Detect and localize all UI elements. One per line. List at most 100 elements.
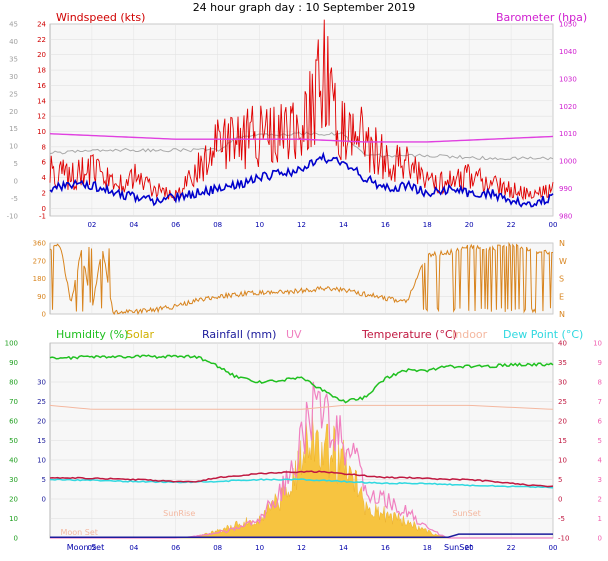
uv-tick-label: 10 bbox=[593, 340, 602, 348]
uv-tick-label: 4 bbox=[598, 457, 603, 465]
windspeed-series bbox=[49, 19, 554, 208]
temperature-tick-label: 25 bbox=[558, 398, 567, 406]
outer-tick-label: 5 bbox=[14, 160, 18, 168]
compass-label: N bbox=[559, 310, 565, 319]
outer-tick-label: 10 bbox=[9, 143, 18, 151]
windspeed-tick-label: 6 bbox=[42, 159, 47, 167]
page-title: 24 hour graph day : 10 September 2019 bbox=[193, 1, 416, 14]
outer-tick-label: 20 bbox=[9, 108, 18, 116]
hour-tick-label: 12 bbox=[297, 544, 306, 552]
uv-tick-label: 2 bbox=[598, 496, 602, 504]
barometer-tick-label: 1030 bbox=[559, 75, 577, 83]
legend-item: Rainfall (mm) bbox=[202, 328, 276, 341]
hour-tick-label: 00 bbox=[549, 221, 558, 229]
humidity-tick-label: 90 bbox=[9, 359, 18, 367]
rainfall-series bbox=[50, 533, 553, 538]
windspeed-tick-label: -1 bbox=[39, 213, 46, 221]
rainfall-tick-label: 30 bbox=[37, 379, 46, 387]
outer-tick-label: 35 bbox=[9, 55, 18, 63]
uv-tick-label: 9 bbox=[598, 359, 602, 367]
hour-tick-label: 16 bbox=[381, 544, 390, 552]
temperature-tick-label: -5 bbox=[558, 515, 565, 523]
climate-ticks: -10-505101520253035400102030405060708090… bbox=[5, 340, 603, 553]
sunset-axis-label: SunSet bbox=[444, 543, 472, 552]
windspeed-tick-label: 12 bbox=[37, 113, 46, 121]
windspeed-tick-label: 14 bbox=[37, 97, 46, 105]
outer-tick-label: 45 bbox=[9, 21, 18, 29]
temperature-tick-label: -10 bbox=[558, 535, 569, 543]
rainfall-tick-label: 0 bbox=[42, 496, 46, 504]
direction-tick-label: 90 bbox=[37, 293, 46, 301]
temperature-tick-label: 5 bbox=[558, 476, 562, 484]
uv-tick-label: 8 bbox=[598, 379, 602, 387]
rainfall-tick-label: 15 bbox=[37, 437, 46, 445]
temperature-series bbox=[49, 470, 554, 488]
indoor-temp-series bbox=[49, 404, 554, 410]
legend-item: Temperature (°C) bbox=[361, 328, 457, 341]
temperature-tick-label: 10 bbox=[558, 457, 567, 465]
windspeed-axis-label: Windspeed (kts) bbox=[56, 11, 145, 24]
temperature-tick-label: 20 bbox=[558, 418, 567, 426]
moonset-label: Moon Set bbox=[60, 528, 97, 537]
windspeed-tick-label: 8 bbox=[42, 143, 46, 151]
hour-tick-label: 02 bbox=[87, 221, 96, 229]
temperature-tick-label: 40 bbox=[558, 340, 567, 348]
windspeed-tick-label: 4 bbox=[42, 174, 47, 182]
hour-tick-label: 22 bbox=[507, 221, 516, 229]
legend-item: Indoor bbox=[452, 328, 488, 341]
sunset-label: SunSet bbox=[452, 509, 480, 518]
sunrise-label: SunRise bbox=[163, 509, 195, 518]
temperature-tick-label: 30 bbox=[558, 379, 567, 387]
uv-tick-label: 0 bbox=[598, 535, 602, 543]
hour-tick-label: 08 bbox=[213, 221, 222, 229]
humidity-tick-label: 0 bbox=[14, 535, 18, 543]
barometer-tick-label: 1040 bbox=[559, 48, 577, 56]
hour-tick-label: 04 bbox=[129, 544, 138, 552]
hour-tick-label: 12 bbox=[297, 221, 306, 229]
uv-tick-label: 3 bbox=[598, 476, 602, 484]
hour-tick-label: 04 bbox=[129, 221, 138, 229]
average-series bbox=[49, 151, 554, 208]
climate-series: Moon Set Moon Set SunRise SunSet SunSet bbox=[49, 354, 554, 552]
hour-tick-label: 18 bbox=[423, 544, 432, 552]
indoor-series bbox=[49, 131, 554, 161]
barometer-series bbox=[49, 133, 554, 143]
legend-item: Dew Point (°C) bbox=[503, 328, 583, 341]
hour-tick-label: 20 bbox=[465, 544, 474, 552]
temperature-tick-label: 35 bbox=[558, 359, 567, 367]
windspeed-tick-label: 10 bbox=[37, 128, 46, 136]
hour-tick-label: 06 bbox=[171, 221, 180, 229]
windspeed-tick-label: 18 bbox=[37, 67, 46, 75]
legend-item: Solar bbox=[126, 328, 155, 341]
windspeed-tick-label: 16 bbox=[37, 82, 46, 90]
humidity-tick-label: 30 bbox=[9, 476, 18, 484]
hour-tick-label: 14 bbox=[339, 221, 348, 229]
hour-tick-label: 10 bbox=[255, 544, 264, 552]
hour-tick-label: 16 bbox=[381, 221, 390, 229]
compass-label: E bbox=[559, 292, 564, 301]
windspeed-tick-label: 0 bbox=[42, 205, 46, 213]
humidity-series bbox=[49, 354, 554, 404]
direction-tick-label: 0 bbox=[42, 311, 46, 319]
outer-tick-label: -10 bbox=[7, 213, 18, 221]
windspeed-tick-label: 22 bbox=[37, 36, 46, 44]
barometer-tick-label: 1020 bbox=[559, 103, 577, 111]
barometer-tick-label: 990 bbox=[559, 185, 572, 193]
hour-tick-label: 02 bbox=[87, 544, 96, 552]
outer-tick-label: 30 bbox=[9, 73, 18, 81]
hour-tick-label: 08 bbox=[213, 544, 222, 552]
legend-item: Humidity (%) bbox=[56, 328, 128, 341]
compass-label: W bbox=[559, 257, 567, 266]
barometer-tick-label: 1010 bbox=[559, 130, 577, 138]
barometer-tick-label: 1050 bbox=[559, 21, 577, 29]
hour-tick-label: 06 bbox=[171, 544, 180, 552]
direction-tick-label: 270 bbox=[33, 257, 46, 265]
barometer-tick-label: 1000 bbox=[559, 158, 577, 166]
humidity-tick-label: 40 bbox=[9, 457, 18, 465]
humidity-tick-label: 60 bbox=[9, 418, 18, 426]
hour-tick-label: 10 bbox=[255, 221, 264, 229]
temperature-tick-label: 15 bbox=[558, 437, 567, 445]
outer-tick-label: 25 bbox=[9, 90, 18, 98]
